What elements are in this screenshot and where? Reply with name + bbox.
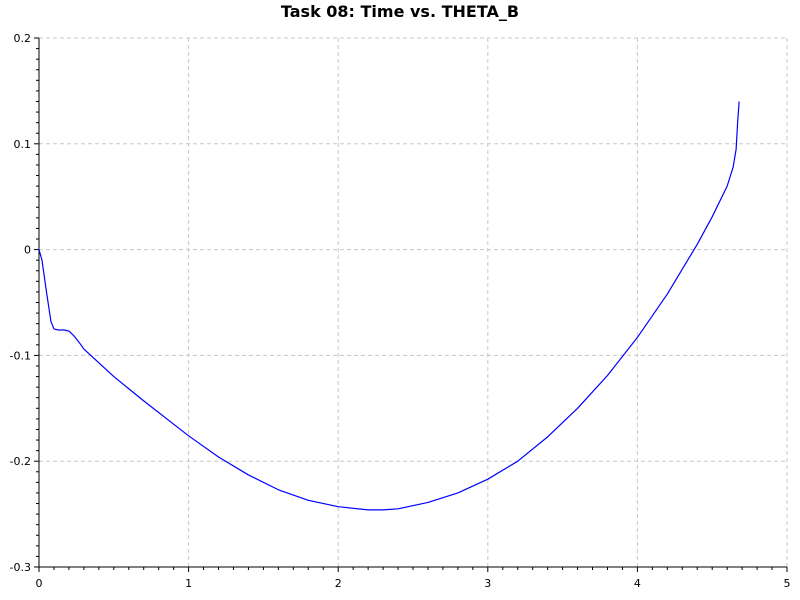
x-tick-label: 4 bbox=[634, 577, 641, 590]
series-layer bbox=[38, 101, 740, 511]
y-tick-label: -0.3 bbox=[10, 561, 31, 574]
chart-title: Task 08: Time vs. THETA_B bbox=[280, 2, 520, 21]
x-tick-label: 1 bbox=[185, 577, 192, 590]
y-tick-label: -0.1 bbox=[10, 349, 31, 362]
x-tick-label: 0 bbox=[36, 577, 43, 590]
x-tick-label: 3 bbox=[484, 577, 491, 590]
y-tick-label: 0 bbox=[24, 244, 31, 257]
series-line bbox=[38, 101, 740, 511]
axes bbox=[34, 37, 788, 572]
y-tick-label: -0.2 bbox=[10, 455, 31, 468]
y-tick-label: 0.2 bbox=[14, 32, 32, 45]
x-tick-label: 2 bbox=[335, 577, 342, 590]
grid-lines bbox=[39, 37, 788, 567]
x-tick-label: 5 bbox=[784, 577, 791, 590]
y-tick-label: 0.1 bbox=[14, 138, 32, 151]
tick-labels: 0 1 2 3 4 5 -0.3 -0.2 -0.1 0 0.1 0.2 bbox=[10, 32, 791, 590]
